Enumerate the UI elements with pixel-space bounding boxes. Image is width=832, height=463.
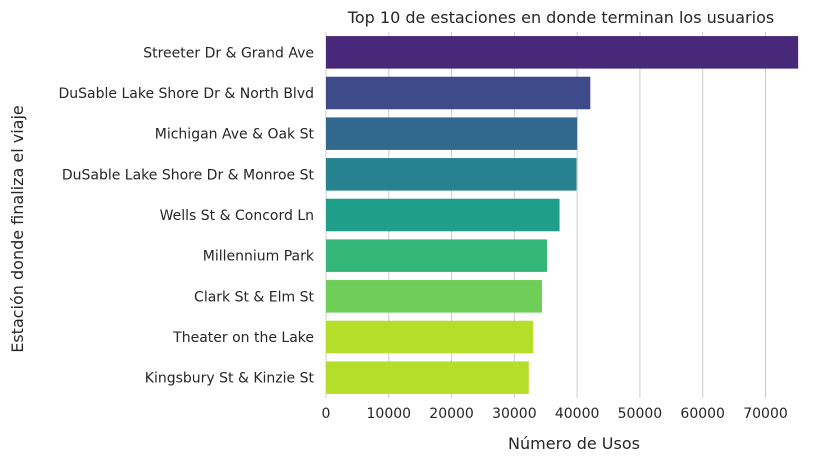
x-tick-label: 20000 <box>429 406 474 422</box>
category-label: Millennium Park <box>203 249 315 265</box>
category-label: Streeter Dr & Grand Ave <box>143 45 314 61</box>
bar <box>326 36 799 69</box>
category-label: Kingsbury St & Kinzie St <box>145 371 315 387</box>
x-tick-label: 0 <box>322 406 331 422</box>
bar <box>326 320 534 354</box>
x-tick-label: 50000 <box>618 406 663 422</box>
bar <box>326 239 548 272</box>
category-label: DuSable Lake Shore Dr & Monroe St <box>62 167 315 183</box>
x-tick-label: 10000 <box>367 406 412 422</box>
category-label: Theater on the Lake <box>172 330 314 346</box>
category-label: DuSable Lake Shore Dr & North Blvd <box>59 86 314 102</box>
x-tick-label: 70000 <box>743 406 788 422</box>
x-tick-labels: 0 10000 20000 30000 40000 50000 60000 70000 <box>322 406 788 422</box>
category-labels: Streeter Dr & Grand Ave DuSable Lake Shor… <box>59 45 315 386</box>
x-tick-label: 60000 <box>680 406 725 422</box>
bars <box>326 36 799 394</box>
chart-title: Top 10 de estaciones en donde terminan l… <box>347 8 774 27</box>
bar <box>326 198 560 232</box>
x-axis-title: Número de Usos <box>508 434 640 453</box>
category-label: Wells St & Concord Ln <box>160 208 314 224</box>
bar <box>326 76 591 110</box>
x-tick-label: 30000 <box>492 406 537 422</box>
category-label: Michigan Ave & Oak St <box>155 127 315 143</box>
x-tick-label: 40000 <box>555 406 600 422</box>
bar <box>326 117 578 150</box>
bar <box>326 361 529 394</box>
category-label: Clark St & Elm St <box>194 289 314 305</box>
bar <box>326 158 577 191</box>
y-axis-title: Estación donde finaliza el viaje <box>8 105 27 353</box>
bar <box>326 280 542 313</box>
